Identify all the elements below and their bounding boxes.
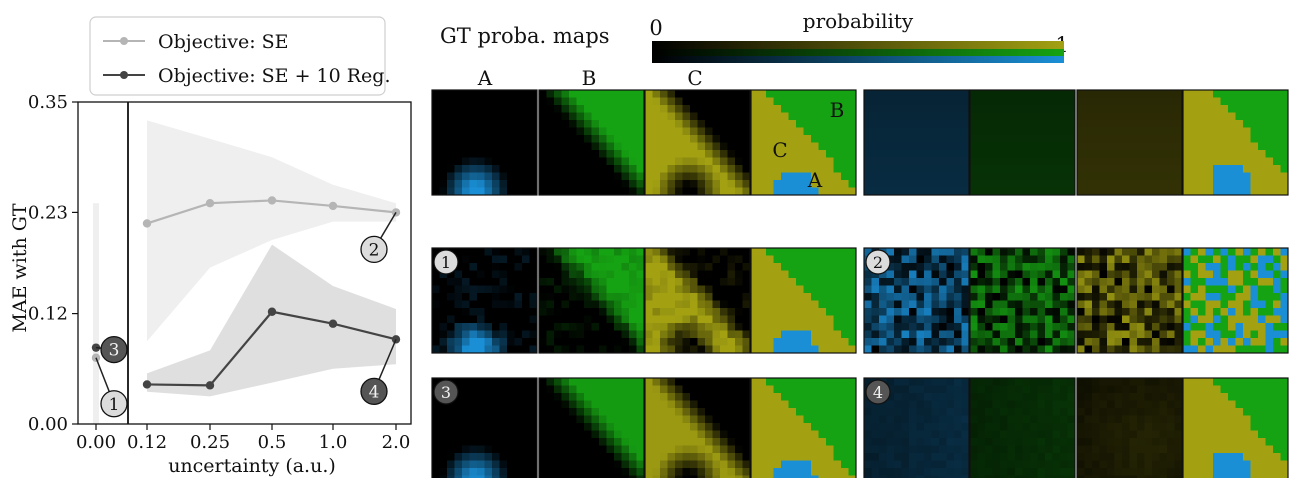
y-tick-label-2: 0.23 — [28, 202, 68, 223]
uncertainty-band-0 — [147, 120, 396, 342]
probability-maps: GT proba. maps probability 0 1 A B C B C… — [431, 9, 1289, 478]
plot-frame — [77, 101, 412, 425]
legend: Objective: SE Objective: SE + 10 Reg. — [89, 16, 391, 96]
marker-circle-3 — [100, 335, 128, 364]
map-tile-r2-c3 — [750, 377, 857, 478]
panel-marker-circle-4 — [865, 379, 891, 405]
map-tile-r0-c2 — [644, 89, 751, 196]
x-tick-label-5: 2.0 — [382, 432, 411, 453]
uncertainty-band-break-0 — [93, 203, 99, 424]
colorbar — [652, 41, 1064, 63]
map-tile-r0-c1 — [538, 89, 645, 196]
map-tile-r2-c1 — [538, 377, 645, 478]
map-tile-r0-c0 — [431, 89, 538, 196]
colorbar-label: probability — [803, 9, 914, 33]
panel-marker-circle-1 — [433, 249, 459, 275]
maps-title: GT proba. maps — [440, 24, 610, 48]
legend-label-se: Objective: SE — [158, 31, 289, 53]
map-tile-r1-c3 — [750, 247, 857, 354]
uncertainty-band-1 — [147, 244, 396, 397]
y-tick-label-0: 0.00 — [28, 414, 68, 435]
colorbar-strip-b — [652, 49, 1064, 56]
colorbar-min-label: 0 — [649, 16, 662, 40]
map-tile-r2-c7 — [1182, 377, 1289, 478]
data-point-1-2 — [205, 381, 215, 390]
data-point-0-2 — [205, 199, 215, 208]
marker-label-1: 1 — [109, 395, 120, 415]
map-tile-r1-c1 — [538, 247, 645, 354]
panel-marker-label-2: 2 — [873, 253, 883, 272]
colorbar-strip-c — [652, 41, 1064, 49]
x-tick-label-1: 0.12 — [127, 432, 167, 453]
map-tile-r0-c6 — [1076, 89, 1183, 196]
map-tile-r1-c6 — [1076, 247, 1183, 354]
x-axis-label: uncertainty (a.u.) — [168, 455, 336, 477]
marker-label-3: 3 — [109, 341, 120, 361]
map-tile-r2-c5 — [969, 377, 1076, 478]
x-tick-label-4: 1.0 — [319, 432, 348, 453]
map-tile-r1-c5 — [969, 247, 1076, 354]
panel-marker-label-1: 1 — [441, 253, 451, 272]
data-point-0-1 — [142, 219, 152, 228]
panel-marker-circle-2 — [865, 249, 891, 275]
map-tile-r0-c3 — [750, 89, 857, 196]
map-tile-r1-c0 — [431, 247, 538, 354]
x-tick-label-0: 0.00 — [76, 432, 116, 453]
mae-line-chart: Objective: SE Objective: SE + 10 Reg. MA… — [9, 16, 412, 477]
map-tile-r2-c2 — [644, 377, 751, 478]
region-label-b: B — [830, 98, 845, 122]
y-axis-label: MAE with GT — [9, 203, 31, 333]
marker-circle-4 — [360, 377, 388, 406]
x-tick-label-3: 0.5 — [258, 432, 287, 453]
map-tile-r0-c5 — [969, 89, 1076, 196]
y-tick-label-3: 0.35 — [28, 92, 68, 113]
data-point-0-3 — [267, 196, 277, 205]
marker-circle-2 — [360, 235, 388, 264]
panel-marker-circle-3 — [433, 379, 459, 405]
column-label-a: A — [477, 66, 493, 90]
column-label-c: C — [687, 66, 702, 90]
panel-marker-label-3: 3 — [441, 383, 451, 402]
map-tile-r1-c7 — [1182, 247, 1289, 354]
map-tile-r2-c6 — [1076, 377, 1183, 478]
legend-label-se-reg: Objective: SE + 10 Reg. — [158, 65, 391, 87]
colorbar-strip-a — [652, 56, 1064, 63]
column-label-b: B — [582, 66, 597, 90]
marker-label-4: 4 — [369, 382, 380, 402]
region-label-c: C — [772, 138, 787, 162]
map-tile-r2-c0 — [431, 377, 538, 478]
x-tick-label-2: 0.25 — [190, 432, 230, 453]
panel-marker-label-4: 4 — [873, 383, 883, 402]
map-tile-r0-c7 — [1182, 89, 1289, 196]
y-tick-label-1: 0.12 — [28, 304, 68, 325]
map-tile-r1-c2 — [644, 247, 751, 354]
map-tile-r0-c4 — [863, 89, 970, 196]
data-point-0-4 — [328, 201, 338, 211]
data-point-1-1 — [142, 380, 152, 389]
region-label-a: A — [807, 168, 823, 192]
data-point-1-3 — [267, 307, 277, 316]
data-point-1-4 — [328, 319, 338, 328]
marker-circle-1 — [100, 390, 128, 418]
marker-label-2: 2 — [369, 240, 380, 260]
map-tile-r1-c4 — [863, 247, 970, 354]
